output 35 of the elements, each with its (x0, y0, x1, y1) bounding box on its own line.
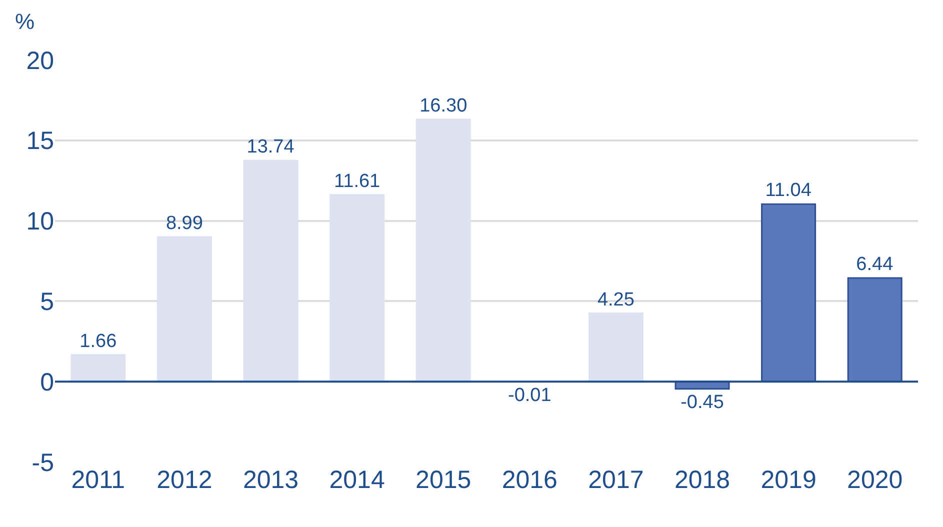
bar (847, 277, 902, 382)
x-tick-label: 2018 (674, 466, 730, 494)
bar (243, 160, 298, 382)
bar (70, 354, 126, 382)
bar (761, 203, 816, 382)
data-label: 13.74 (246, 136, 295, 158)
data-label: 11.61 (334, 170, 380, 192)
bar (416, 118, 471, 382)
bar (330, 194, 385, 382)
data-label: 6.44 (856, 254, 894, 276)
y-tick-label: 15 (26, 127, 54, 156)
data-label: -0.45 (680, 392, 724, 413)
data-label: 8.99 (166, 213, 203, 234)
x-tick-label: 2013 (242, 466, 299, 494)
data-label: 16.30 (420, 96, 468, 116)
data-label: 4.25 (597, 289, 634, 310)
x-tick-label: 2019 (760, 466, 816, 494)
x-tick-label: 2014 (329, 466, 385, 494)
y-tick-label: 0 (40, 368, 54, 396)
x-tick-label: 2017 (588, 466, 644, 494)
x-tick-label: 2011 (71, 466, 126, 494)
y-tick-label: 10 (26, 208, 54, 236)
x-tick-label: 2012 (156, 466, 212, 494)
x-tick-label: 2016 (502, 466, 558, 494)
data-label: 11.04 (765, 180, 812, 202)
bar (588, 312, 644, 382)
bar (156, 236, 212, 382)
y-tick-label: -5 (32, 448, 54, 477)
data-label: 1.66 (80, 330, 117, 352)
y-tick-label: 20 (26, 46, 54, 75)
y-tick-label: 5 (40, 288, 54, 316)
y-axis-title: % (15, 9, 35, 34)
x-tick-label: 2015 (416, 466, 472, 494)
data-label: -0.01 (508, 384, 552, 406)
x-tick-label: 2020 (847, 466, 903, 494)
